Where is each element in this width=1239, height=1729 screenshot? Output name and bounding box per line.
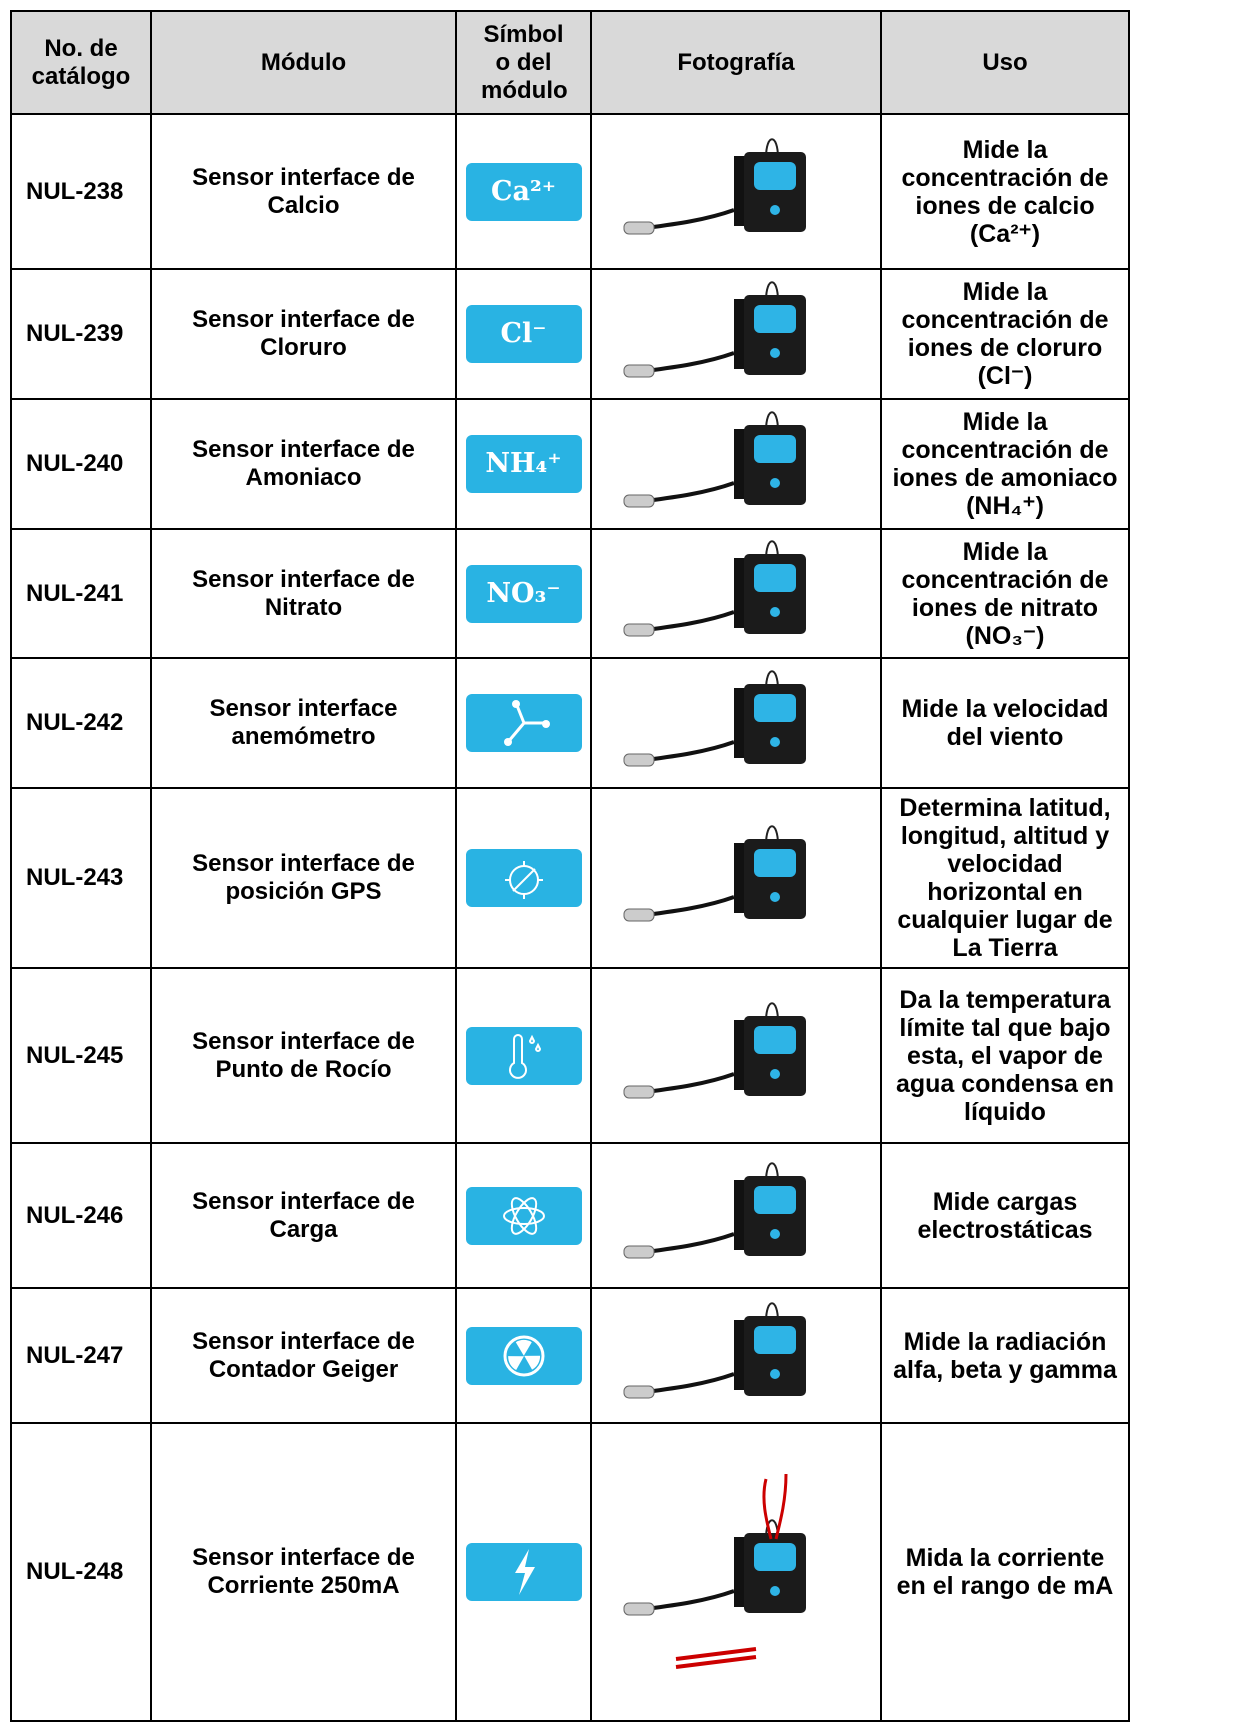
row: NUL-242 Sensor interface anemómetro Mide…	[10, 657, 1130, 789]
symbol-cell	[455, 1142, 592, 1289]
uso: Mide la velocidad del viento	[880, 657, 1130, 789]
photo	[590, 1422, 882, 1722]
symbol-icon	[465, 1543, 582, 1601]
catalog: NUL-240	[10, 398, 152, 530]
catalog: NUL-245	[10, 967, 152, 1144]
row: NUL-248 Sensor interface de Corriente 25…	[10, 1422, 1130, 1722]
uso: Mide la concentración de iones de amonia…	[880, 398, 1130, 530]
device-photo	[616, 815, 856, 935]
device-photo	[616, 660, 856, 780]
module: Sensor interface de Corriente 250mA	[150, 1422, 457, 1722]
header-cell: Uso	[880, 10, 1130, 115]
photo	[590, 657, 882, 789]
module: Sensor interface anemómetro	[150, 657, 457, 789]
row: NUL-245 Sensor interface de Punto de Roc…	[10, 967, 1130, 1144]
photo	[590, 787, 882, 969]
symbol-cell: Cl⁻	[455, 268, 592, 400]
uso: Mide la concentración de iones de clorur…	[880, 268, 1130, 400]
module: Sensor interface de Calcio	[150, 113, 457, 270]
symbol-icon	[465, 1026, 582, 1085]
photo	[590, 398, 882, 530]
module: Sensor interface de Cloruro	[150, 268, 457, 400]
photo	[590, 113, 882, 270]
catalog: NUL-239	[10, 268, 152, 400]
header-cell: No. de catálogo	[10, 10, 152, 115]
catalog: NUL-243	[10, 787, 152, 969]
catalog: NUL-238	[10, 113, 152, 270]
symbol-cell	[455, 1422, 592, 1722]
photo	[590, 1142, 882, 1289]
device-photo	[616, 401, 856, 521]
row: NUL-243 Sensor interface de posición GPS…	[10, 787, 1130, 969]
header-cell: Fotografía	[590, 10, 882, 115]
photo	[590, 528, 882, 659]
module: Sensor interface de Punto de Rocío	[150, 967, 457, 1144]
row: NUL-247 Sensor interface de Contador Gei…	[10, 1287, 1130, 1424]
symbol-cell	[455, 657, 592, 789]
symbol-icon: NH₄⁺	[465, 435, 582, 493]
symbol-icon	[465, 1186, 582, 1245]
uso: Determina latitud, longitud, altitud y v…	[880, 787, 1130, 969]
row: NUL-246 Sensor interface de Carga Mide c…	[10, 1142, 1130, 1289]
uso: Mide la radiación alfa, beta y gamma	[880, 1287, 1130, 1424]
row: NUL-241 Sensor interface de Nitrato NO₃⁻…	[10, 528, 1130, 659]
row: NUL-239 Sensor interface de Cloruro Cl⁻ …	[10, 268, 1130, 400]
device-photo	[622, 1473, 808, 1669]
catalog: NUL-246	[10, 1142, 152, 1289]
row: NUL-238 Sensor interface de Calcio Ca²⁺ …	[10, 113, 1130, 270]
header-cell: Módulo	[150, 10, 457, 115]
symbol-cell	[455, 1287, 592, 1424]
device-photo	[616, 271, 856, 391]
uso: Mide la concentración de iones de calcio…	[880, 113, 1130, 270]
symbol-icon: Cl⁻	[465, 305, 582, 363]
module: Sensor interface de posición GPS	[150, 787, 457, 969]
photo	[590, 1287, 882, 1424]
module: Sensor interface de Contador Geiger	[150, 1287, 457, 1424]
sensor-table: No. de catálogo Módulo Símbol o del módu…	[10, 10, 1130, 1722]
catalog: NUL-241	[10, 528, 152, 659]
row: NUL-240 Sensor interface de Amoniaco NH₄…	[10, 398, 1130, 530]
photo	[590, 967, 882, 1144]
symbol-icon	[465, 694, 582, 752]
symbol-icon	[465, 849, 582, 907]
catalog: NUL-248	[10, 1422, 152, 1722]
header-cell: Símbol o del módulo	[455, 10, 592, 115]
uso: Mida la corriente en el rango de mA	[880, 1422, 1130, 1722]
device-photo	[616, 128, 856, 248]
catalog: NUL-242	[10, 657, 152, 789]
photo	[590, 268, 882, 400]
module: Sensor interface de Amoniaco	[150, 398, 457, 530]
device-photo	[616, 992, 856, 1112]
module: Sensor interface de Nitrato	[150, 528, 457, 659]
device-photo	[616, 530, 856, 650]
device-photo	[616, 1292, 856, 1412]
symbol-icon: NO₃⁻	[465, 564, 582, 623]
header-row: No. de catálogo Módulo Símbol o del módu…	[10, 10, 1130, 115]
device-photo	[616, 1152, 856, 1272]
uso: Mide cargas electrostáticas	[880, 1142, 1130, 1289]
symbol-cell: NH₄⁺	[455, 398, 592, 530]
symbol-icon	[465, 1326, 582, 1385]
uso: Mide la concentración de iones de nitrat…	[880, 528, 1130, 659]
symbol-cell: NO₃⁻	[455, 528, 592, 659]
uso: Da la temperatura límite tal que bajo es…	[880, 967, 1130, 1144]
symbol-icon: Ca²⁺	[465, 162, 582, 221]
symbol-cell	[455, 787, 592, 969]
catalog: NUL-247	[10, 1287, 152, 1424]
symbol-cell: Ca²⁺	[455, 113, 592, 270]
symbol-cell	[455, 967, 592, 1144]
module: Sensor interface de Carga	[150, 1142, 457, 1289]
